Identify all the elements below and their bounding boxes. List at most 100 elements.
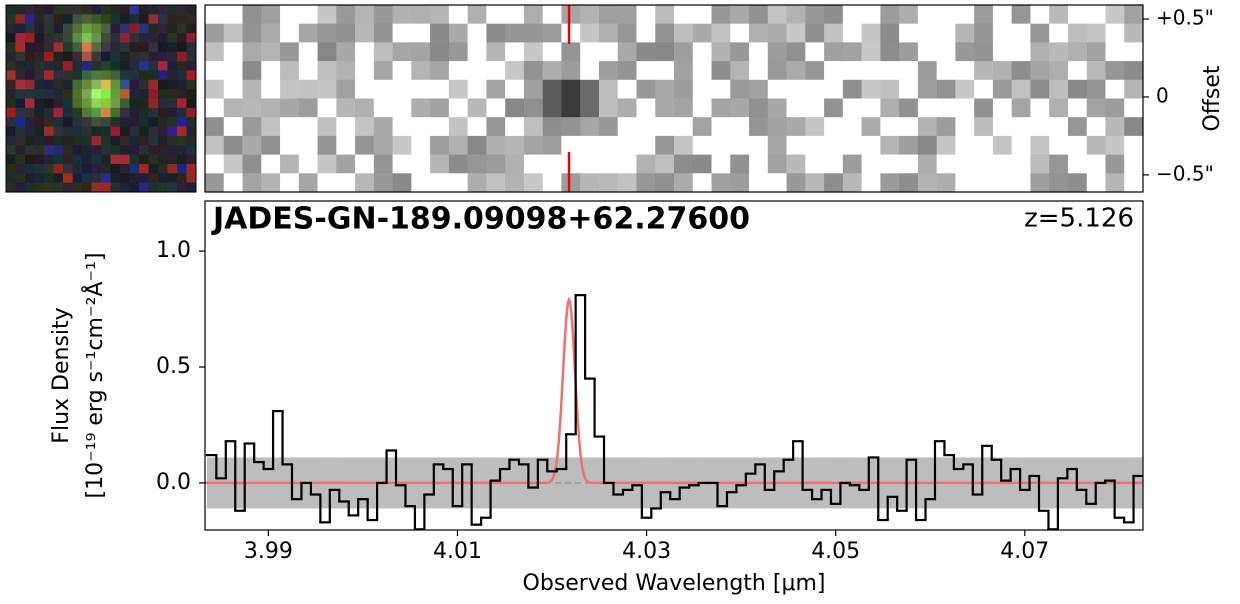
thumbnail-pixel (72, 51, 83, 62)
spectrum-2d-pixel (598, 173, 619, 193)
thumbnail-pixel (167, 23, 178, 34)
spectrum-2d-pixel (392, 23, 412, 43)
thumbnail-pixel (63, 5, 73, 15)
thumbnail-pixel (110, 70, 121, 81)
thumbnail-pixel (63, 23, 73, 34)
thumbnail-pixel (6, 98, 16, 109)
spectrum-2d-pixel (1067, 154, 1088, 174)
thumbnail-pixel (120, 70, 130, 81)
thumbnail-pixel (129, 89, 140, 100)
spectrum-2d-pixel (317, 154, 337, 174)
thumbnail-pixel (139, 182, 149, 193)
thumbnail-pixel (148, 61, 159, 71)
thumbnail-pixel (167, 61, 178, 71)
spectrum-2d-pixel (223, 61, 243, 81)
spectrum-2d-pixel (411, 154, 431, 174)
spectrum-2d-pixel (580, 42, 600, 62)
spectrum-2d-pixel (1086, 23, 1106, 43)
spectrum-2d-pixel (392, 173, 412, 193)
thumbnail-pixel (15, 79, 26, 90)
thumbnail-pixel (6, 163, 16, 174)
thumbnail-pixel (44, 51, 54, 62)
spectrum-2d-pixel (542, 79, 562, 99)
thumbnail-pixel (72, 154, 83, 165)
thumbnail-pixel (72, 5, 83, 15)
thumbnail-pixel (120, 182, 130, 193)
thumbnail-pixel (167, 173, 178, 184)
spectrum-2d-pixel (674, 98, 694, 118)
thumbnail-pixel (91, 163, 102, 174)
thumbnail-pixel (120, 126, 130, 137)
spectrum-2d-pixel (280, 154, 300, 174)
thumbnail-pixel (91, 135, 102, 146)
spectrum-2d-pixel (298, 5, 318, 25)
x-tick-label: 4.01 (433, 539, 482, 564)
spectrum-2d-pixel (523, 5, 544, 25)
thumbnail-pixel (53, 42, 64, 53)
spectrum-2d-pixel (805, 135, 825, 155)
thumbnail-pixel (158, 135, 168, 146)
thumbnail-pixel (25, 42, 35, 53)
thumbnail-pixel (25, 107, 35, 118)
thumbnail-pixel (101, 145, 111, 156)
thumbnail-pixel (72, 117, 83, 128)
spectrum-2d-pixel (899, 79, 919, 99)
thumbnail-pixel (101, 70, 111, 81)
spectrum-2d-pixel (598, 154, 619, 174)
thumbnail-pixel (148, 51, 159, 62)
thumbnail-pixel (72, 23, 83, 34)
spectrum-2d-pixel (467, 5, 487, 25)
thumbnail-pixel (53, 89, 64, 100)
thumbnail-pixel (6, 23, 16, 34)
thumbnail-pixel (148, 182, 159, 193)
spectrum-2d-pixel (786, 173, 806, 193)
spectrum-2d-pixel (467, 23, 487, 43)
thumbnail-pixel (72, 42, 83, 53)
spectrum-2d-pixel (1030, 79, 1050, 99)
spectrum-2d-pixel (223, 173, 243, 193)
spectrum-2d-pixel (805, 154, 825, 174)
thumbnail-pixel (110, 107, 121, 118)
thumbnail-pixel (186, 145, 197, 156)
spectrum-2d-pixel (824, 23, 844, 43)
spectrum-2d-pixel (655, 42, 675, 62)
y-tick-label: 0.0 (156, 470, 191, 495)
spectrum-2d-pixel (580, 23, 600, 43)
spectrum-2d-pixel (861, 98, 881, 118)
thumbnail-pixel (129, 79, 140, 90)
spectrum-2d-pixel (1011, 98, 1031, 118)
spectrum-2d-pixel (617, 61, 637, 81)
thumbnail-pixel (177, 61, 187, 71)
thumbnail-pixel (177, 135, 187, 146)
spectrum-2d-pixel (336, 79, 356, 99)
spectrum-2d-pixel (730, 5, 750, 25)
spectrum-2d-pixel (636, 61, 656, 81)
spectrum-2d-pixel (1105, 5, 1125, 25)
spectrum-2d-pixel (1030, 23, 1050, 43)
y-axis-label: Offset (1200, 65, 1225, 131)
spectrum-2d-pixel (355, 42, 375, 62)
spectrum-2d-pixel (336, 117, 356, 137)
thumbnail-pixel (44, 173, 54, 184)
spectrum-2d-pixel (355, 23, 375, 43)
spectrum-2d-pixel (598, 135, 619, 155)
spectrum-2d-pixel (205, 98, 225, 118)
thumbnail-pixel (91, 145, 102, 156)
spectrum-2d-pixel (1124, 79, 1144, 99)
spectrum-2d-pixel (1124, 23, 1144, 43)
spectrum-2d-pixel (1067, 23, 1088, 43)
spectrum-2d-pixel (674, 79, 694, 99)
spectrum-2d-pixel (1011, 135, 1031, 155)
thumbnail-pixel (53, 61, 64, 71)
spectrum-2d-pixel (955, 154, 975, 174)
thumbnail-pixel (148, 163, 159, 174)
thumbnail-pixel (186, 135, 197, 146)
spectrum-2d-pixel (805, 42, 825, 62)
spectrum-2d-pixel (955, 5, 975, 25)
spectrum-2d-pixel (1011, 5, 1031, 25)
spectrum-2d-pixel (505, 135, 525, 155)
spectrum-2d-pixel (336, 154, 356, 174)
spectrum-2d-pixel (448, 61, 469, 81)
thumbnail-pixel (101, 51, 111, 62)
thumbnail-pixel (53, 70, 64, 81)
